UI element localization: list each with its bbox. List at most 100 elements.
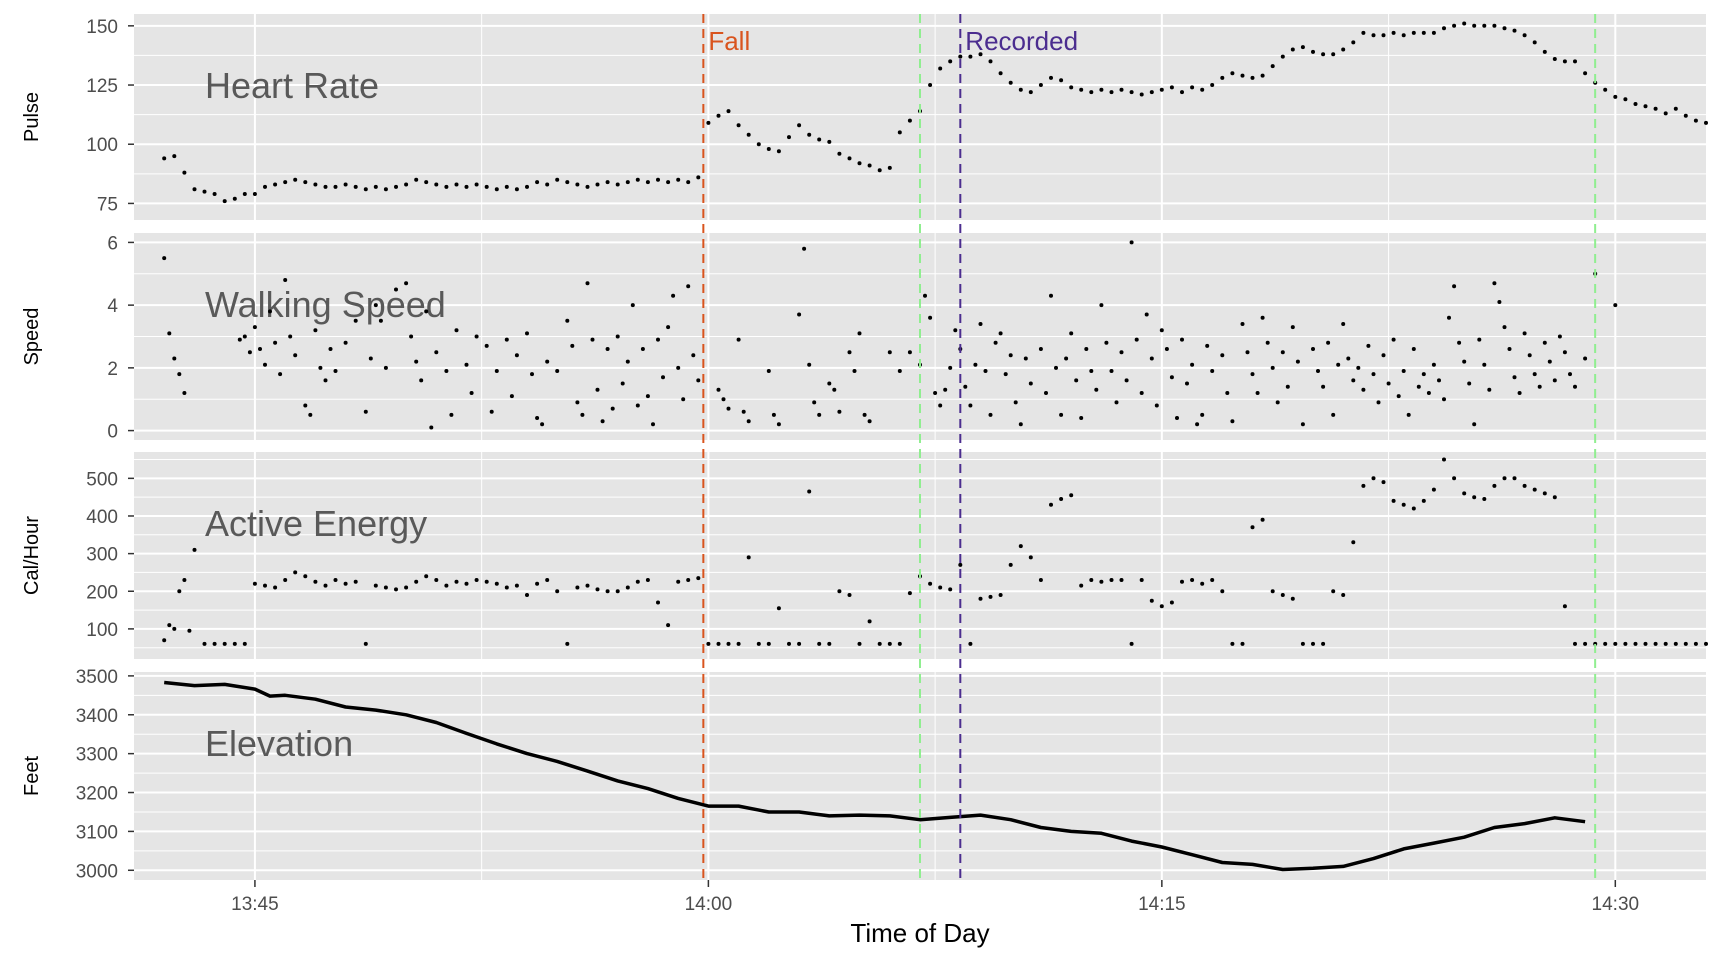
data-point (333, 369, 338, 373)
data-point (620, 381, 625, 386)
y-tick-label: 3000 (76, 861, 118, 882)
data-point (1462, 21, 1467, 26)
data-point (1431, 30, 1436, 35)
data-point (1336, 362, 1341, 367)
data-point (1542, 49, 1547, 54)
data-point (1507, 347, 1512, 351)
data-point (978, 322, 983, 326)
data-point (988, 594, 993, 599)
data-point (696, 175, 701, 180)
data-point (1149, 598, 1154, 603)
data-point (555, 369, 560, 373)
data-point (504, 184, 509, 189)
data-point (182, 578, 187, 582)
data-point (1260, 517, 1265, 522)
data-point (293, 353, 298, 358)
data-point (1190, 578, 1195, 582)
data-point (1361, 30, 1366, 35)
data-point (1119, 87, 1124, 92)
data-point (177, 589, 182, 594)
panel-feet: 3000 3100 3200 3300 3400 3500 Feet Elevation (21, 667, 1706, 882)
data-point (706, 120, 711, 125)
data-point (1200, 87, 1205, 92)
data-point (1049, 293, 1053, 298)
data-point (283, 278, 288, 282)
data-point (303, 574, 308, 579)
data-point (1038, 83, 1043, 87)
y-tick-label: 300 (86, 545, 118, 566)
data-point (585, 184, 590, 189)
data-point (288, 334, 293, 339)
data-point (404, 182, 409, 187)
data-point (263, 184, 267, 189)
data-point (817, 412, 822, 417)
data-point (605, 180, 610, 185)
data-point (656, 337, 660, 342)
data-point (252, 192, 257, 196)
data-point (1300, 422, 1305, 427)
data-point (983, 369, 988, 373)
data-point (1003, 372, 1008, 377)
data-point (187, 628, 192, 633)
y-tick-label: 100 (86, 135, 118, 156)
data-point (333, 184, 338, 189)
data-point (968, 54, 973, 59)
event-label-fall: Fall (708, 26, 750, 56)
data-point (1159, 604, 1164, 609)
data-point (661, 375, 665, 380)
data-point (1169, 375, 1174, 380)
data-point (1381, 33, 1386, 38)
data-point (615, 182, 620, 187)
data-point (625, 585, 630, 590)
data-point (1517, 391, 1522, 395)
data-point (887, 350, 892, 355)
data-point (409, 334, 414, 339)
data-point (1038, 578, 1043, 582)
data-point (545, 359, 550, 364)
data-point (746, 555, 751, 560)
data-point (1129, 641, 1134, 646)
data-point (923, 293, 927, 298)
data-point (928, 581, 933, 586)
data-point (1250, 75, 1255, 80)
data-point (746, 419, 751, 424)
data-point (928, 315, 933, 320)
data-point (1411, 506, 1416, 511)
data-point (605, 347, 610, 351)
data-point (1250, 372, 1255, 377)
data-point (1386, 381, 1391, 386)
data-point (1673, 106, 1678, 111)
data-point (419, 378, 424, 383)
data-point (585, 281, 590, 286)
data-point (1431, 362, 1436, 367)
data-point (802, 246, 807, 251)
data-point (1119, 578, 1124, 582)
data-point (474, 182, 479, 187)
data-point (1270, 589, 1275, 594)
data-point (948, 587, 953, 592)
data-point (373, 303, 378, 308)
data-point (837, 409, 842, 414)
data-point (263, 583, 267, 588)
data-point (1542, 340, 1547, 345)
data-point (474, 334, 479, 339)
data-point (1583, 356, 1588, 361)
data-point (484, 343, 489, 348)
data-point (897, 641, 902, 646)
y-tick-label: 150 (86, 17, 118, 38)
data-point (494, 187, 499, 192)
x-tick-label: 14:30 (1592, 894, 1640, 915)
y-tick-label: 100 (86, 620, 118, 641)
data-point (1144, 312, 1149, 317)
data-point (1028, 90, 1033, 95)
y-tick-label: 3500 (76, 667, 118, 688)
y-axis-title: Pulse (21, 92, 43, 142)
data-point (363, 641, 368, 646)
data-point (555, 589, 560, 594)
data-point (978, 596, 983, 601)
data-point (404, 281, 409, 286)
data-point (807, 362, 812, 367)
data-point (1190, 362, 1195, 367)
data-point (610, 406, 615, 411)
data-point (504, 337, 509, 342)
